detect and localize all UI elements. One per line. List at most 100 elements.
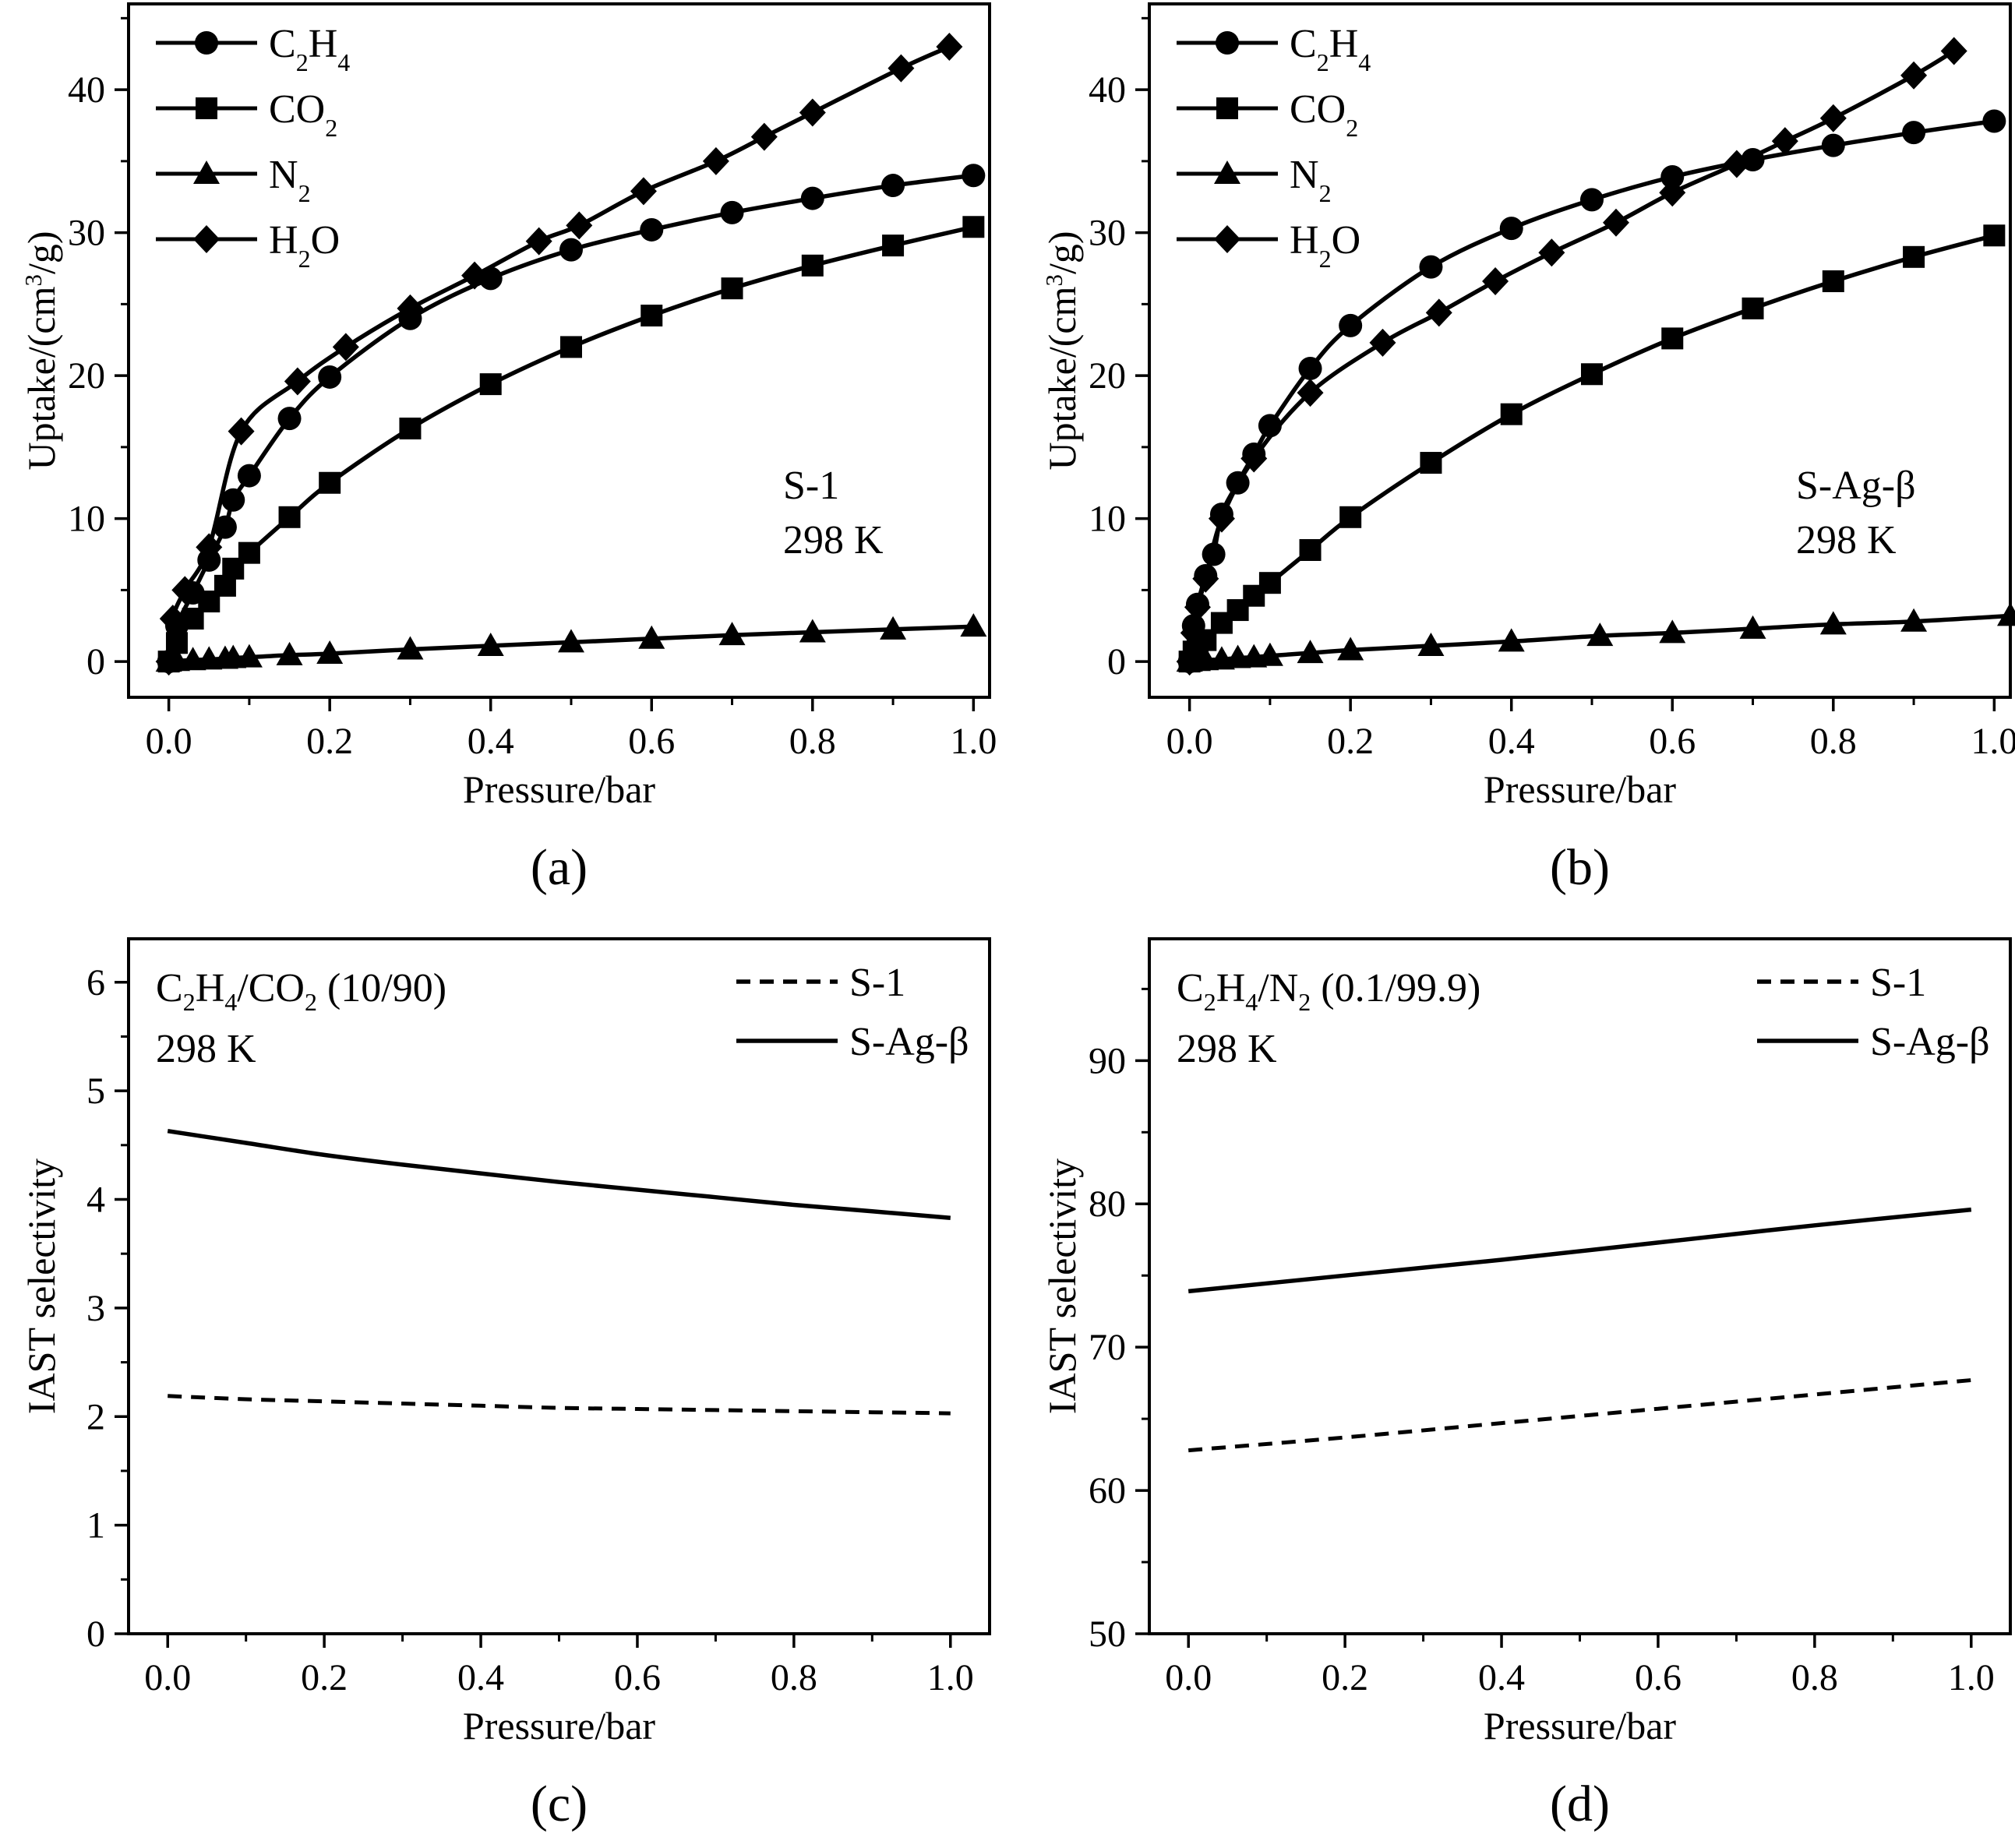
x-tick-label: 0.4	[468, 721, 514, 762]
data-point-diamond	[525, 227, 552, 256]
chart-panel-4: 0.0 0.2 0.4 0.6 0.8 1.0 50 60 70 80 90 Pressure/bar…	[1040, 937, 2012, 1832]
y-axis-title: IAST selectivity	[1040, 1159, 1084, 1414]
data-point-triangle	[799, 619, 826, 643]
data-point-triangle	[1900, 608, 1928, 632]
y-tick-label: 30	[68, 213, 105, 254]
data-point-diamond	[1297, 379, 1324, 407]
data-point-triangle	[316, 640, 344, 665]
x-tick-label: 1.0	[1971, 721, 2015, 762]
data-point-circle	[277, 407, 302, 431]
data-point-triangle	[1256, 642, 1283, 666]
data-point-square	[399, 418, 422, 440]
x-tick-label: 0.4	[457, 1657, 504, 1698]
data-point-triangle	[638, 625, 665, 649]
series-line-2	[167, 1128, 951, 1220]
legend-label: S-Ag-β	[1870, 1020, 1990, 1064]
data-point-square	[1339, 506, 1362, 528]
panel-label: (b)	[1550, 839, 1610, 896]
temperature-label: 298 K	[1796, 518, 1897, 563]
series-line-2	[1187, 233, 1996, 663]
chart-panel-1: 0.0 0.2 0.4 0.6 0.8 1.0 0 10 20 30 40 Pressure/bar U…	[19, 2, 997, 896]
y-tick-label: 1	[86, 1505, 105, 1546]
data-point-circle	[1339, 313, 1363, 337]
y-tick-label: 6	[86, 962, 105, 1003]
data-point-circle	[237, 464, 261, 488]
data-point-diamond	[171, 576, 199, 605]
data-point-diamond	[1176, 647, 1203, 676]
plot-frame	[1148, 2, 2012, 699]
data-point-diamond	[936, 33, 963, 62]
data-point-diamond	[799, 98, 826, 127]
data-point-diamond	[461, 261, 489, 290]
legend-label: C2H4	[269, 22, 350, 76]
plot-frame	[127, 2, 991, 699]
y-tick-label: 3	[86, 1288, 105, 1329]
data-point-triangle	[477, 632, 504, 656]
data-point-diamond	[159, 605, 186, 633]
y-tick-label: 0	[1107, 641, 1126, 682]
legend-marker-diamond	[1214, 225, 1240, 253]
y-tick-label: 2	[86, 1396, 105, 1437]
x-tick-label: 0.6	[628, 721, 675, 762]
series-line-1	[1187, 1378, 1972, 1453]
data-point-circle	[1419, 255, 1443, 279]
data-point-diamond	[155, 647, 182, 676]
legend-marker-diamond	[193, 225, 220, 253]
x-tick-label: 0.2	[306, 721, 353, 762]
series-line-2	[1187, 1207, 1972, 1294]
data-point-square	[238, 541, 260, 564]
data-point-triangle	[235, 644, 263, 668]
data-point-diamond	[1538, 238, 1565, 267]
data-point-diamond	[1940, 37, 1967, 65]
data-point-triangle	[718, 622, 746, 646]
data-point-square	[721, 277, 743, 300]
data-point-triangle	[1417, 632, 1445, 656]
y-tick-label: 40	[1089, 69, 1126, 111]
data-point-triangle	[880, 615, 907, 640]
data-point-square	[1742, 297, 1764, 319]
data-point-triangle	[1586, 622, 1614, 647]
y-tick-label: 70	[1089, 1327, 1126, 1368]
y-tick-label: 50	[1089, 1613, 1126, 1655]
x-tick-label: 0.2	[1322, 1657, 1368, 1698]
x-axis-title: Pressure/bar	[463, 1704, 655, 1747]
data-point-triangle	[1337, 637, 1364, 661]
sample-label: S-1	[783, 464, 839, 508]
x-axis-title: Pressure/bar	[1484, 1704, 1676, 1747]
data-point-square	[559, 336, 582, 358]
x-tick-label: 1.0	[1948, 1657, 1995, 1698]
x-tick-label: 0.8	[1810, 721, 1857, 762]
data-point-diamond	[1208, 504, 1235, 533]
legend-label: N2	[1290, 153, 1332, 207]
x-tick-label: 0.4	[1478, 1657, 1525, 1698]
data-point-diamond	[196, 533, 223, 562]
data-point-square	[1661, 327, 1684, 350]
legend-label: CO2	[1290, 87, 1358, 142]
data-point-circle	[720, 200, 744, 224]
x-tick-label: 0.6	[614, 1657, 661, 1698]
data-point-square	[1500, 403, 1523, 425]
data-point-circle	[1579, 188, 1604, 212]
chart-panel-2: 0.0 0.2 0.4 0.6 0.8 1.0 0 10 20 30 40 Pressure/bar U…	[1040, 2, 2015, 896]
legend-marker-square	[1216, 97, 1238, 119]
x-axis-title: Pressure/bar	[1484, 767, 1676, 811]
legend-label: S-1	[1870, 961, 1926, 1005]
data-point-diamond	[566, 211, 593, 240]
legend-marker-circle	[1216, 31, 1239, 55]
y-tick-label: 0	[86, 641, 105, 682]
data-point-circle	[213, 515, 237, 539]
data-point-triangle	[1498, 628, 1525, 652]
data-point-diamond	[630, 177, 657, 206]
data-point-square	[1420, 452, 1442, 474]
data-point-diamond	[1180, 619, 1207, 647]
legend-marker-square	[196, 97, 217, 119]
data-point-square	[1299, 538, 1322, 561]
x-tick-label: 0.0	[144, 1657, 191, 1698]
data-point-diamond	[1192, 564, 1219, 593]
y-tick-label: 5	[86, 1070, 105, 1112]
data-point-triangle	[1739, 615, 1766, 639]
x-tick-label: 0.8	[1791, 1657, 1838, 1698]
data-point-square	[278, 506, 301, 528]
data-point-square	[962, 216, 985, 238]
